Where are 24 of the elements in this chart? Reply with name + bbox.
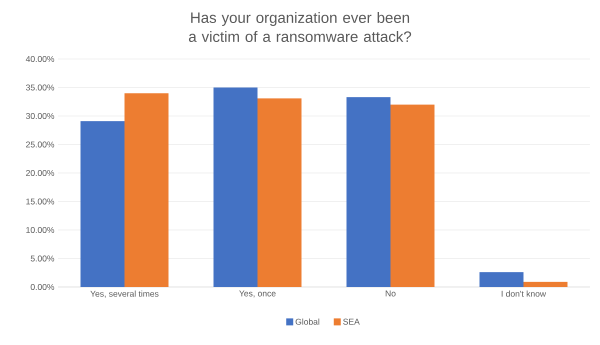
bar xyxy=(346,97,390,287)
y-tick-label: 0.00% xyxy=(30,284,54,290)
y-tick-label: 30.00% xyxy=(26,112,54,119)
y-tick-label: 35.00% xyxy=(26,84,54,90)
legend-label: Global xyxy=(296,318,320,325)
bar xyxy=(214,87,258,287)
y-tick-label: 10.00% xyxy=(26,226,54,233)
x-tick-label: I don't know xyxy=(502,290,546,297)
y-tick-label: 15.00% xyxy=(26,198,54,204)
bar xyxy=(390,104,434,287)
y-tick-label: 20.00% xyxy=(26,170,54,176)
bar xyxy=(258,98,302,287)
x-tick-label: Yes, once xyxy=(239,290,276,298)
y-tick-label: 5.00% xyxy=(30,255,54,262)
x-tick-label: Yes, several times xyxy=(90,290,159,298)
y-tick-label: 25.00% xyxy=(26,141,54,148)
bar xyxy=(479,272,524,287)
bar xyxy=(523,282,568,287)
bar xyxy=(124,93,169,287)
legend-label: SEA xyxy=(343,318,360,325)
bar xyxy=(80,121,125,287)
x-tick-label: No xyxy=(386,290,396,296)
y-tick-label: 40.00% xyxy=(26,56,54,62)
chart-title: Has your organization ever been a victim of a ransomware attack? xyxy=(188,12,412,42)
